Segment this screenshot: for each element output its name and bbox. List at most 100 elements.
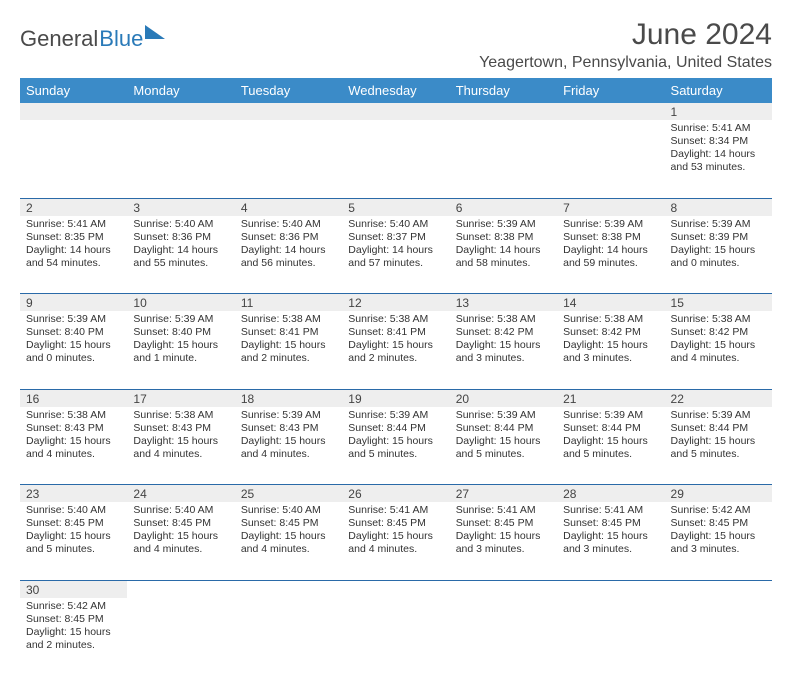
daylight-line: Daylight: 15 hours and 4 minutes.	[671, 339, 766, 365]
day-detail-cell	[342, 120, 449, 198]
day-number-cell: 24	[127, 485, 234, 503]
day-number-cell: 9	[20, 294, 127, 312]
day-detail-cell	[342, 598, 449, 676]
logo-text-blue: Blue	[99, 26, 143, 52]
day-detail-row: Sunrise: 5:39 AMSunset: 8:40 PMDaylight:…	[20, 311, 772, 389]
sunrise-line: Sunrise: 5:39 AM	[563, 218, 658, 231]
sunrise-line: Sunrise: 5:40 AM	[133, 218, 228, 231]
daylight-line: Daylight: 14 hours and 57 minutes.	[348, 244, 443, 270]
day-detail-cell: Sunrise: 5:42 AMSunset: 8:45 PMDaylight:…	[20, 598, 127, 676]
daylight-line: Daylight: 15 hours and 5 minutes.	[671, 435, 766, 461]
location-subtitle: Yeagertown, Pennsylvania, United States	[479, 54, 772, 72]
day-detail-cell: Sunrise: 5:39 AMSunset: 8:38 PMDaylight:…	[557, 216, 664, 294]
day-number-cell: 6	[450, 198, 557, 216]
day-detail-row: Sunrise: 5:40 AMSunset: 8:45 PMDaylight:…	[20, 502, 772, 580]
day-number-cell: 1	[665, 103, 772, 120]
sunrise-line: Sunrise: 5:38 AM	[563, 313, 658, 326]
daylight-line: Daylight: 14 hours and 59 minutes.	[563, 244, 658, 270]
day-number-row: 1	[20, 103, 772, 120]
day-number-cell	[127, 103, 234, 120]
daylight-line: Daylight: 14 hours and 56 minutes.	[241, 244, 336, 270]
daylight-line: Daylight: 15 hours and 4 minutes.	[133, 435, 228, 461]
day-number-cell: 5	[342, 198, 449, 216]
sunset-line: Sunset: 8:42 PM	[671, 326, 766, 339]
day-detail-cell	[665, 598, 772, 676]
day-number-cell: 27	[450, 485, 557, 503]
daylight-line: Daylight: 15 hours and 5 minutes.	[456, 435, 551, 461]
sunset-line: Sunset: 8:45 PM	[26, 517, 121, 530]
logo-text-general: General	[20, 26, 98, 52]
day-detail-cell	[557, 598, 664, 676]
sunrise-line: Sunrise: 5:41 AM	[456, 504, 551, 517]
day-detail-cell: Sunrise: 5:40 AMSunset: 8:36 PMDaylight:…	[127, 216, 234, 294]
day-number-cell: 10	[127, 294, 234, 312]
daylight-line: Daylight: 15 hours and 0 minutes.	[26, 339, 121, 365]
daylight-line: Daylight: 15 hours and 3 minutes.	[671, 530, 766, 556]
day-detail-cell: Sunrise: 5:38 AMSunset: 8:41 PMDaylight:…	[342, 311, 449, 389]
day-number-cell: 21	[557, 389, 664, 407]
sunrise-line: Sunrise: 5:39 AM	[456, 218, 551, 231]
daylight-line: Daylight: 15 hours and 1 minute.	[133, 339, 228, 365]
sunrise-line: Sunrise: 5:40 AM	[348, 218, 443, 231]
weekday-header: Wednesday	[342, 78, 449, 103]
sunset-line: Sunset: 8:38 PM	[563, 231, 658, 244]
header: General Blue June 2024 Yeagertown, Penns…	[20, 18, 772, 72]
daylight-line: Daylight: 14 hours and 53 minutes.	[671, 148, 766, 174]
daylight-line: Daylight: 15 hours and 5 minutes.	[348, 435, 443, 461]
day-detail-cell: Sunrise: 5:40 AMSunset: 8:36 PMDaylight:…	[235, 216, 342, 294]
sunset-line: Sunset: 8:44 PM	[563, 422, 658, 435]
sunset-line: Sunset: 8:45 PM	[456, 517, 551, 530]
day-number-cell	[235, 103, 342, 120]
sunrise-line: Sunrise: 5:41 AM	[348, 504, 443, 517]
sunrise-line: Sunrise: 5:41 AM	[563, 504, 658, 517]
daylight-line: Daylight: 15 hours and 3 minutes.	[456, 530, 551, 556]
day-number-cell	[557, 103, 664, 120]
sunrise-line: Sunrise: 5:39 AM	[671, 409, 766, 422]
daylight-line: Daylight: 15 hours and 3 minutes.	[456, 339, 551, 365]
sunset-line: Sunset: 8:43 PM	[133, 422, 228, 435]
day-detail-cell	[450, 120, 557, 198]
day-detail-cell: Sunrise: 5:40 AMSunset: 8:45 PMDaylight:…	[235, 502, 342, 580]
day-detail-cell	[235, 120, 342, 198]
day-number-row: 2345678	[20, 198, 772, 216]
day-number-cell: 4	[235, 198, 342, 216]
day-detail-cell: Sunrise: 5:39 AMSunset: 8:44 PMDaylight:…	[665, 407, 772, 485]
day-number-cell: 3	[127, 198, 234, 216]
sunrise-line: Sunrise: 5:40 AM	[133, 504, 228, 517]
sunset-line: Sunset: 8:45 PM	[348, 517, 443, 530]
day-detail-cell: Sunrise: 5:39 AMSunset: 8:38 PMDaylight:…	[450, 216, 557, 294]
day-detail-cell: Sunrise: 5:39 AMSunset: 8:40 PMDaylight:…	[127, 311, 234, 389]
sunrise-line: Sunrise: 5:39 AM	[241, 409, 336, 422]
sunrise-line: Sunrise: 5:39 AM	[456, 409, 551, 422]
sunset-line: Sunset: 8:35 PM	[26, 231, 121, 244]
day-detail-cell: Sunrise: 5:39 AMSunset: 8:40 PMDaylight:…	[20, 311, 127, 389]
day-number-cell: 30	[20, 580, 127, 598]
daylight-line: Daylight: 15 hours and 4 minutes.	[133, 530, 228, 556]
daylight-line: Daylight: 14 hours and 58 minutes.	[456, 244, 551, 270]
day-detail-cell: Sunrise: 5:39 AMSunset: 8:39 PMDaylight:…	[665, 216, 772, 294]
day-number-row: 23242526272829	[20, 485, 772, 503]
sunrise-line: Sunrise: 5:41 AM	[26, 218, 121, 231]
daylight-line: Daylight: 15 hours and 2 minutes.	[348, 339, 443, 365]
daylight-line: Daylight: 15 hours and 4 minutes.	[348, 530, 443, 556]
day-number-cell: 8	[665, 198, 772, 216]
day-detail-cell	[127, 120, 234, 198]
day-number-cell: 15	[665, 294, 772, 312]
weekday-header: Tuesday	[235, 78, 342, 103]
weekday-header: Friday	[557, 78, 664, 103]
weekday-header: Monday	[127, 78, 234, 103]
day-detail-cell: Sunrise: 5:38 AMSunset: 8:43 PMDaylight:…	[20, 407, 127, 485]
day-number-row: 16171819202122	[20, 389, 772, 407]
logo: General Blue	[20, 26, 165, 52]
sunset-line: Sunset: 8:40 PM	[26, 326, 121, 339]
sunrise-line: Sunrise: 5:40 AM	[26, 504, 121, 517]
sunrise-line: Sunrise: 5:39 AM	[671, 218, 766, 231]
sunrise-line: Sunrise: 5:38 AM	[348, 313, 443, 326]
day-number-cell: 28	[557, 485, 664, 503]
day-detail-cell: Sunrise: 5:42 AMSunset: 8:45 PMDaylight:…	[665, 502, 772, 580]
daylight-line: Daylight: 15 hours and 3 minutes.	[563, 339, 658, 365]
day-number-cell	[665, 580, 772, 598]
day-number-cell: 26	[342, 485, 449, 503]
day-number-cell: 22	[665, 389, 772, 407]
day-detail-cell: Sunrise: 5:39 AMSunset: 8:43 PMDaylight:…	[235, 407, 342, 485]
